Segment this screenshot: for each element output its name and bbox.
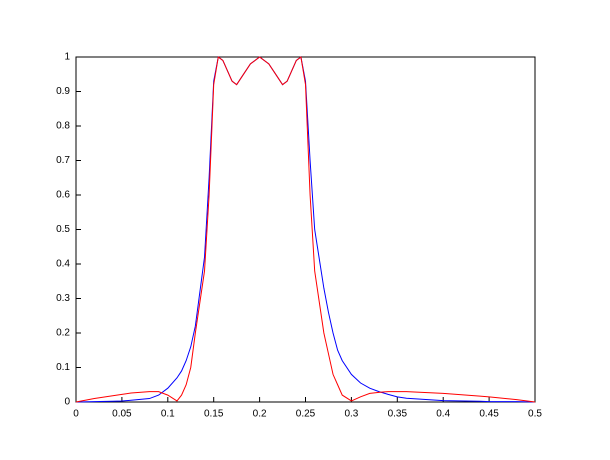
x-tick-label: 0.35 <box>388 409 408 420</box>
x-tick-label: 0 <box>73 409 79 420</box>
y-tick-label: 0.4 <box>56 259 70 270</box>
y-tick-label: 0.3 <box>56 293 70 304</box>
x-tick-label: 0.2 <box>253 409 267 420</box>
x-tick-label: 0.5 <box>528 409 542 420</box>
x-tick-label: 0.1 <box>161 409 175 420</box>
y-tick-label: 0.8 <box>56 121 70 132</box>
y-tick-label: 0.6 <box>56 190 70 201</box>
x-tick-label: 0.4 <box>436 409 450 420</box>
y-tick-label: 0.1 <box>56 362 70 373</box>
series-line <box>75 56 536 403</box>
y-tick-label: 0.9 <box>56 86 70 97</box>
x-tick-label: 0.45 <box>479 409 499 420</box>
x-tick-label: 0.3 <box>344 409 358 420</box>
y-tick-label: 0.5 <box>56 224 70 235</box>
y-tick-label: 1 <box>64 52 70 63</box>
y-tick-label: 0.2 <box>56 328 70 339</box>
y-tick-label: 0 <box>64 397 70 408</box>
series-line <box>75 56 536 403</box>
x-tick-label: 0.05 <box>112 409 132 420</box>
x-tick-label: 0.25 <box>296 409 316 420</box>
plot-frame <box>75 56 536 403</box>
x-tick-label: 0.15 <box>204 409 224 420</box>
y-tick-label: 0.7 <box>56 155 70 166</box>
